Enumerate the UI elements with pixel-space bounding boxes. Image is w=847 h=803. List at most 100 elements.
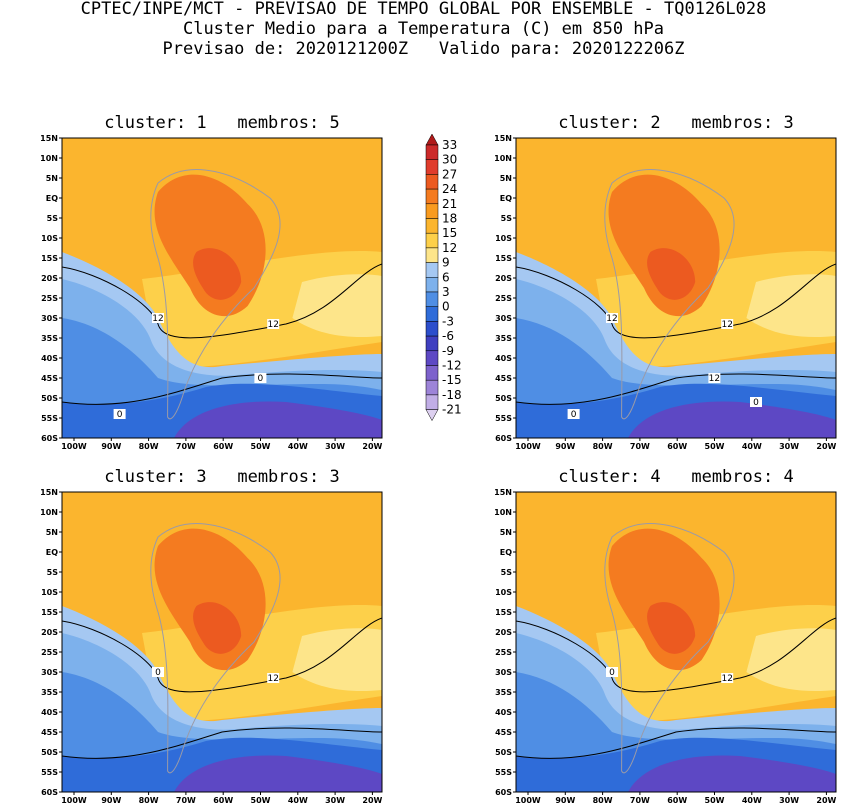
lon-label: 50W bbox=[251, 796, 271, 803]
colorbar-label: 21 bbox=[442, 197, 457, 211]
svg-text:12: 12 bbox=[709, 374, 720, 384]
contour-label: 12 bbox=[708, 373, 721, 384]
colorbar-segment bbox=[425, 174, 439, 190]
lat-label: 15S bbox=[495, 608, 512, 617]
colorbar-label: -3 bbox=[442, 314, 454, 328]
lon-label: 40W bbox=[288, 796, 308, 803]
colorbar-label: 15 bbox=[442, 226, 457, 240]
colorbar-label: -9 bbox=[442, 344, 454, 358]
contour-label: 0 bbox=[567, 409, 580, 420]
colorbar-segment bbox=[425, 291, 439, 307]
colorbar-segment bbox=[425, 350, 439, 366]
colorbar-label: 3 bbox=[442, 285, 450, 299]
colorbar-segment bbox=[425, 335, 439, 352]
map-plot-area bbox=[516, 492, 836, 792]
contour-label: 12 bbox=[267, 673, 280, 684]
lat-label: 15S bbox=[495, 254, 512, 263]
lon-label: 100W bbox=[515, 442, 541, 451]
map-plot-area bbox=[62, 492, 382, 792]
lon-label: 40W bbox=[742, 442, 762, 451]
contour-label: 12 bbox=[267, 319, 280, 330]
contour-label: 12 bbox=[152, 313, 164, 324]
colorbar-label: 33 bbox=[442, 138, 457, 152]
lat-label: 35S bbox=[495, 334, 512, 343]
colorbar-label: -15 bbox=[442, 373, 462, 387]
temp-field-minus9-minus6 bbox=[628, 401, 836, 438]
lon-label: 50W bbox=[705, 796, 725, 803]
map-frame bbox=[515, 137, 837, 439]
lat-label: 5N bbox=[46, 174, 58, 183]
lon-label: 30W bbox=[779, 796, 799, 803]
lon-label: 90W bbox=[101, 442, 121, 451]
contour-label: 0 bbox=[254, 373, 267, 384]
contour-0 bbox=[516, 727, 836, 759]
lat-label: 50S bbox=[495, 748, 512, 757]
lat-label: 15N bbox=[40, 488, 58, 497]
svg-text:12: 12 bbox=[606, 314, 617, 324]
map-panel-1: 15N 10N 5N EQ 5S 10S 15S 20S 25S 30S 35S 40S 45S 50S 5… bbox=[40, 134, 382, 451]
lat-label: 55S bbox=[495, 414, 512, 423]
lat-label: 10N bbox=[40, 154, 58, 163]
colorbar-segment bbox=[425, 262, 439, 278]
lat-label: 20S bbox=[495, 628, 512, 637]
lon-label: 90W bbox=[555, 796, 575, 803]
lat-label: 30S bbox=[495, 668, 512, 677]
colorbar-label: 12 bbox=[442, 241, 457, 255]
svg-text:0: 0 bbox=[753, 398, 759, 408]
lon-label: 30W bbox=[325, 796, 345, 803]
lat-label: 40S bbox=[41, 708, 58, 717]
svg-text:12: 12 bbox=[721, 674, 732, 684]
lon-label: 20W bbox=[816, 796, 836, 803]
lat-label: 10S bbox=[495, 588, 512, 597]
coastline-south-america bbox=[150, 169, 281, 420]
lat-label: 20S bbox=[41, 274, 58, 283]
temp-field-9-12 bbox=[746, 628, 836, 692]
lat-label: 40S bbox=[41, 354, 58, 363]
colorbar-segment bbox=[425, 144, 439, 160]
lat-label: 15N bbox=[40, 134, 58, 143]
svg-text:12: 12 bbox=[267, 320, 278, 330]
lat-label: 40S bbox=[495, 708, 512, 717]
lon-label: 60W bbox=[667, 442, 687, 451]
colorbar-segment bbox=[425, 394, 439, 410]
contour-label: 12 bbox=[721, 319, 734, 330]
colorbar-segment bbox=[425, 321, 439, 337]
lat-label: 25S bbox=[495, 294, 512, 303]
lat-label: 10S bbox=[495, 234, 512, 243]
temp-field-minus9-minus6 bbox=[174, 755, 382, 792]
coastline-south-america bbox=[604, 523, 735, 774]
header-line-1: CPTEC/INPE/MCT - PREVISAO DE TEMPO GLOBA… bbox=[80, 0, 767, 19]
temp-field-minus9-minus6 bbox=[174, 401, 382, 438]
lat-label: 5S bbox=[501, 214, 513, 223]
lat-label: 25S bbox=[41, 648, 58, 657]
lat-label: 10S bbox=[41, 588, 58, 597]
svg-text:12: 12 bbox=[152, 314, 163, 324]
contour-label: 0 bbox=[750, 397, 762, 408]
contour-label: 0 bbox=[606, 667, 618, 678]
svg-text:12: 12 bbox=[721, 320, 732, 330]
lon-label: 70W bbox=[176, 442, 196, 451]
lon-label: 30W bbox=[779, 442, 799, 451]
lat-label: 10N bbox=[494, 154, 512, 163]
lon-label: 70W bbox=[176, 796, 196, 803]
lon-label: 90W bbox=[555, 442, 575, 451]
lat-label: 45S bbox=[495, 374, 512, 383]
lat-label: 35S bbox=[41, 334, 58, 343]
lat-label: 15N bbox=[494, 488, 512, 497]
lat-label: EQ bbox=[46, 548, 58, 557]
lon-label: 80W bbox=[593, 796, 613, 803]
colorbar-arrow-top bbox=[425, 133, 439, 146]
lat-label: 15S bbox=[41, 254, 58, 263]
lat-label: EQ bbox=[46, 194, 58, 203]
lat-label: 50S bbox=[41, 394, 58, 403]
lat-label: 15N bbox=[494, 134, 512, 143]
colorbar-label: 6 bbox=[442, 270, 450, 284]
lon-label: 60W bbox=[213, 796, 233, 803]
lon-label: 20W bbox=[816, 442, 836, 451]
lat-label: 5S bbox=[47, 568, 59, 577]
map-panel-2: 15N 10N 5N EQ 5S 10S 15S 20S 25S 30S 35S 40S 45S 50S 5… bbox=[494, 134, 837, 451]
lon-label: 50W bbox=[705, 442, 725, 451]
lat-label: 5N bbox=[500, 528, 512, 537]
colorbar-segment bbox=[425, 232, 439, 249]
